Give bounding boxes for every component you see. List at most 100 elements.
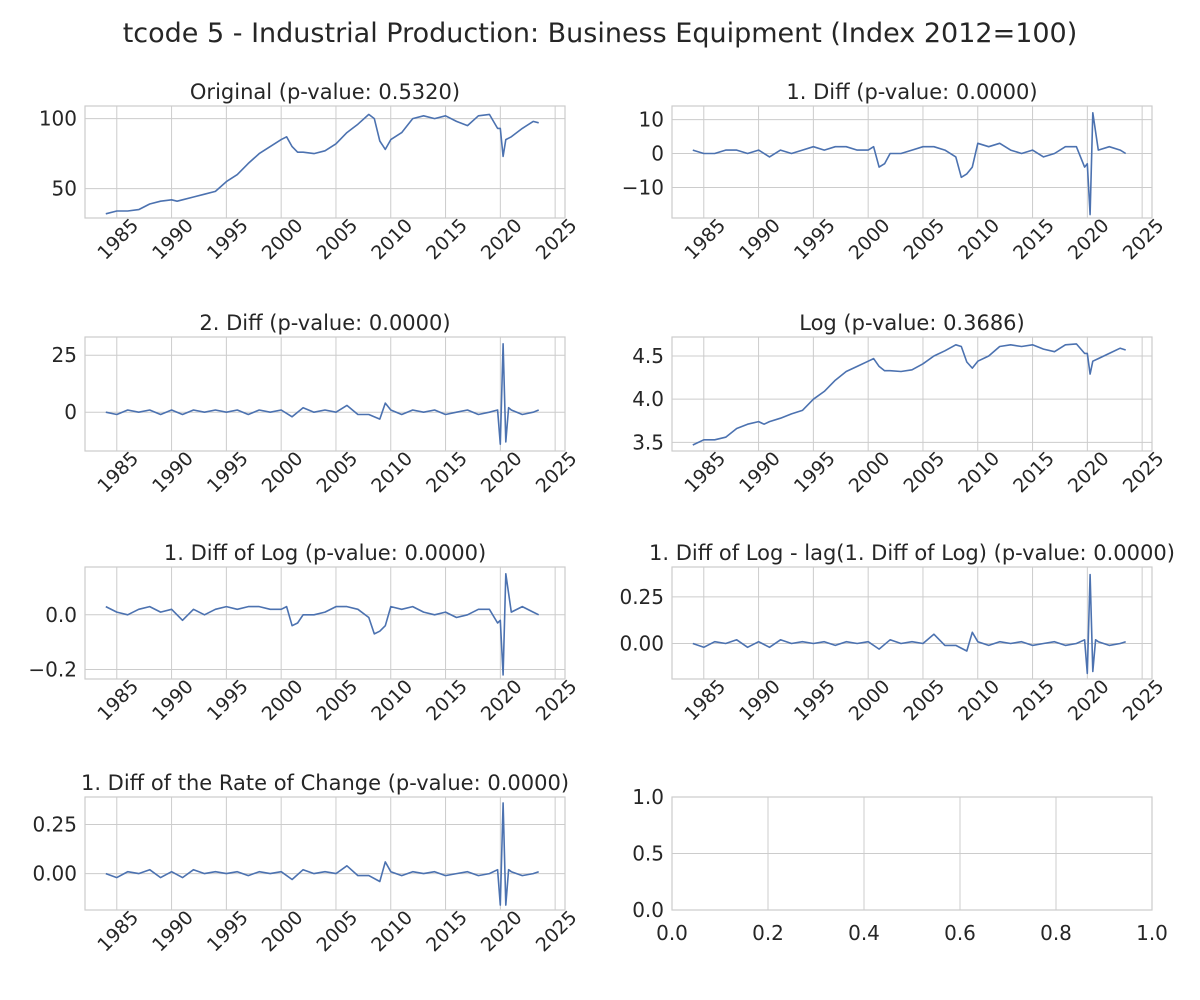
x-tick-label: 0.2: [752, 921, 784, 945]
y-tick-label: 1.0: [632, 785, 664, 809]
subplot-5: 1. Diff of Log (p-value: 0.0000) 1985 1990…: [28, 541, 581, 725]
x-tick-label: 2020: [1064, 215, 1114, 265]
x-tick-label: 2000: [845, 676, 895, 726]
x-tick-label: 2025: [1119, 448, 1169, 498]
x-tick-label: 1985: [93, 448, 143, 498]
subplot-title: 1. Diff (p-value: 0.0000): [786, 80, 1037, 104]
subplot-grid: Original (p-value: 0.5320)1985 1990 1995 20…: [28, 80, 1175, 956]
x-tick-label: 0.0: [656, 921, 688, 945]
axes-frame: [84, 336, 566, 452]
x-tick-label: 1995: [790, 215, 840, 265]
x-tick-label: 1995: [790, 448, 840, 498]
x-tick-label: 2010: [367, 676, 417, 726]
x-tick-label: 1985: [680, 215, 730, 265]
x-tick-label: 1990: [148, 907, 198, 957]
series-line: [105, 802, 539, 906]
y-tick-label: 4.0: [632, 387, 664, 411]
x-tick-label: 2015: [1009, 215, 1059, 265]
x-tick-label: 2005: [899, 448, 949, 498]
x-tick-label: 1985: [680, 448, 730, 498]
series-line: [692, 112, 1127, 216]
y-tick-label: 0.00: [619, 632, 664, 656]
axes-frame: [671, 566, 1153, 680]
x-tick-label: 1995: [203, 448, 253, 498]
y-tick-label: 100: [39, 107, 77, 131]
x-tick-label: 2025: [532, 215, 582, 265]
x-tick-label: 2005: [312, 448, 362, 498]
axes-frame: [671, 105, 1153, 219]
x-tick-label: 0.4: [848, 921, 880, 945]
x-tick-label: 2020: [1064, 448, 1114, 498]
x-tick-label: 0.6: [944, 921, 976, 945]
x-tick-label: 1990: [735, 215, 785, 265]
y-tick-label: 4.5: [632, 344, 664, 368]
x-tick-label: 2025: [532, 676, 582, 726]
y-tick-label: 0.0: [632, 898, 664, 922]
x-tick-label: 1990: [735, 448, 785, 498]
subplot-3: 2. Diff (p-value: 0.0000)1985 1990 1995 200…: [52, 311, 582, 497]
x-tick-label: 2020: [477, 676, 527, 726]
x-tick-label: 2005: [312, 907, 362, 957]
x-tick-label: 2000: [258, 907, 308, 957]
subplot-title: Original (p-value: 0.5320): [190, 80, 460, 104]
y-tick-label: 0.5: [632, 842, 664, 866]
figure-title: tcode 5 - Industrial Production: Busines…: [123, 18, 1078, 49]
axes-frame: [671, 336, 1153, 452]
x-tick-label: 2010: [367, 907, 417, 957]
x-tick-label: 2025: [532, 907, 582, 957]
x-tick-label: 1.0: [1136, 921, 1168, 945]
x-tick-label: 2015: [1009, 448, 1059, 498]
x-tick-label: 2005: [312, 676, 362, 726]
subplot-8: 0.0 0.2 0.4 0.6 0.8 1.0 0.0 0.5 1.0: [632, 785, 1168, 945]
x-tick-label: 1985: [93, 676, 143, 726]
x-tick-label: 2015: [422, 215, 472, 265]
y-tick-label: 50: [52, 177, 77, 201]
y-tick-label: 0.25: [619, 585, 664, 609]
x-tick-label: 2015: [422, 448, 472, 498]
y-tick-label: 0.25: [32, 813, 77, 837]
subplot-title: 2. Diff (p-value: 0.0000): [199, 311, 450, 335]
subplot-1: Original (p-value: 0.5320)1985 1990 1995 20…: [39, 80, 582, 264]
x-tick-label: 2005: [899, 676, 949, 726]
y-tick-label: 0: [64, 400, 77, 424]
x-tick-label: 1985: [93, 907, 143, 957]
axes-frame: [84, 566, 566, 680]
x-tick-label: 1985: [93, 215, 143, 265]
x-tick-label: 2015: [422, 676, 472, 726]
y-tick-label: 0.00: [32, 862, 77, 886]
x-tick-label: 2020: [1064, 676, 1114, 726]
subplot-2: 1. Diff (p-value: 0.0000)1985 1990 1995 200…: [622, 80, 1169, 264]
x-tick-label: 2000: [258, 448, 308, 498]
y-tick-label: −0.2: [28, 657, 77, 681]
y-tick-label: 0: [651, 142, 664, 166]
subplot-6: 1. Diff of Log - lag(1. Diff of Log) (p-…: [619, 541, 1174, 725]
x-tick-label: 1995: [790, 676, 840, 726]
x-tick-label: 2015: [1009, 676, 1059, 726]
x-tick-label: 2020: [477, 448, 527, 498]
x-tick-label: 1995: [203, 215, 253, 265]
subplot-title: Log (p-value: 0.3686): [799, 311, 1025, 335]
x-tick-label: 2000: [258, 215, 308, 265]
x-tick-label: 1990: [148, 676, 198, 726]
subplot-title: 1. Diff of the Rate of Change (p-value: …: [81, 771, 569, 795]
x-tick-label: 0.8: [1040, 921, 1072, 945]
x-tick-label: 2005: [899, 215, 949, 265]
axes-frame: [84, 796, 566, 911]
x-tick-label: 1995: [203, 907, 253, 957]
x-tick-label: 2015: [422, 907, 472, 957]
x-tick-label: 2000: [845, 215, 895, 265]
x-tick-label: 2025: [1119, 676, 1169, 726]
subplot-7: 1. Diff of the Rate of Change (p-value: …: [32, 771, 581, 956]
x-tick-label: 2000: [258, 676, 308, 726]
x-tick-label: 2010: [954, 215, 1004, 265]
x-tick-label: 1990: [148, 448, 198, 498]
series-line: [105, 572, 540, 676]
x-tick-label: 2025: [532, 448, 582, 498]
x-tick-label: 1995: [203, 676, 253, 726]
x-tick-label: 2000: [845, 448, 895, 498]
x-tick-label: 2005: [312, 215, 362, 265]
x-tick-label: 2010: [367, 215, 417, 265]
series-line: [692, 343, 1126, 446]
x-tick-label: 1990: [148, 215, 198, 265]
